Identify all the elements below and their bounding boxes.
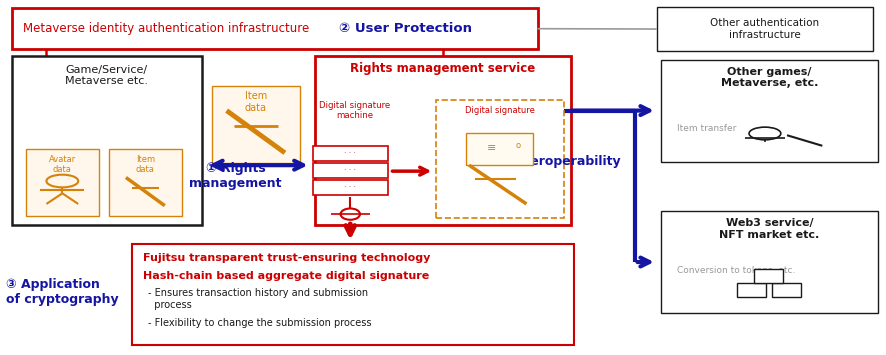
Text: Digital signature
machine: Digital signature machine [319, 101, 391, 120]
Text: ③ Application
of cryptography: ③ Application of cryptography [6, 278, 119, 306]
FancyBboxPatch shape [313, 180, 388, 195]
Text: Digital signature: Digital signature [465, 106, 535, 115]
FancyBboxPatch shape [313, 146, 388, 161]
Text: - Ensures transaction history and submission
  process: - Ensures transaction history and submis… [148, 289, 368, 310]
FancyBboxPatch shape [26, 149, 98, 216]
FancyBboxPatch shape [436, 100, 564, 218]
Text: Hash-chain based aggregate digital signature: Hash-chain based aggregate digital signa… [143, 271, 429, 281]
Text: Metaverse identity authentication infrastructure: Metaverse identity authentication infras… [22, 22, 309, 35]
FancyBboxPatch shape [12, 9, 538, 49]
Text: Other authentication
infrastructure: Other authentication infrastructure [711, 18, 820, 40]
Text: Item transfer: Item transfer [677, 124, 736, 133]
Text: Avatar
data: Avatar data [49, 155, 76, 174]
FancyBboxPatch shape [315, 56, 571, 225]
Text: ② User Protection: ② User Protection [338, 22, 471, 35]
Text: Fujitsu transparent trust-ensuring technology: Fujitsu transparent trust-ensuring techn… [143, 253, 430, 263]
Text: Conversion to tokens, etc.: Conversion to tokens, etc. [677, 266, 796, 275]
Text: Item
data: Item data [245, 91, 267, 113]
FancyBboxPatch shape [736, 283, 766, 297]
Text: Other games/
Metaverse, etc.: Other games/ Metaverse, etc. [720, 66, 818, 88]
FancyBboxPatch shape [313, 163, 388, 178]
FancyBboxPatch shape [657, 7, 873, 51]
Text: · · ·: · · · [345, 165, 356, 175]
Text: ④ Interoperability: ④ Interoperability [495, 155, 620, 168]
Text: ① Rights
management: ① Rights management [190, 162, 282, 190]
FancyBboxPatch shape [754, 269, 783, 283]
Text: · · ·: · · · [345, 182, 356, 191]
FancyBboxPatch shape [661, 211, 877, 313]
Text: - Flexibility to change the submission process: - Flexibility to change the submission p… [148, 318, 371, 328]
Text: Web3 service/
NFT market etc.: Web3 service/ NFT market etc. [719, 218, 820, 240]
FancyBboxPatch shape [12, 56, 202, 225]
Ellipse shape [340, 208, 360, 220]
FancyBboxPatch shape [772, 283, 801, 297]
Text: o: o [515, 141, 520, 150]
FancyBboxPatch shape [661, 60, 877, 162]
Text: ≡: ≡ [486, 143, 496, 153]
Text: · · ·: · · · [345, 149, 356, 158]
FancyBboxPatch shape [109, 149, 182, 216]
FancyBboxPatch shape [212, 86, 300, 163]
FancyBboxPatch shape [466, 133, 532, 165]
Text: Rights management service: Rights management service [350, 62, 536, 75]
FancyBboxPatch shape [132, 245, 574, 345]
Text: Game/Service/
Metaverse etc.: Game/Service/ Metaverse etc. [66, 65, 149, 86]
Text: Item
data: Item data [136, 155, 155, 174]
